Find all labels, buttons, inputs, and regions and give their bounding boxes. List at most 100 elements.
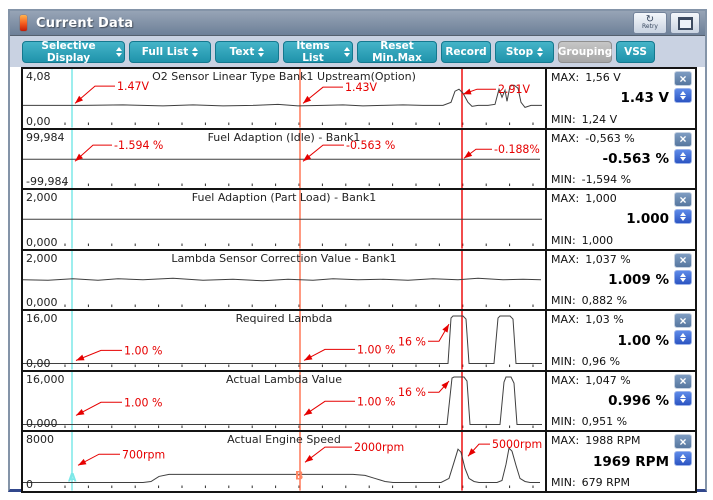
up-down-icon bbox=[680, 272, 686, 277]
up-down-icon bbox=[680, 212, 686, 217]
retry-button[interactable]: ↻ Retry bbox=[633, 12, 667, 34]
move-channel-button[interactable] bbox=[674, 330, 692, 346]
window-restore-button[interactable] bbox=[670, 12, 700, 34]
move-channel-button[interactable] bbox=[674, 269, 692, 285]
chart-row: 16,00 Required Lambda 0,00 1.00 % 1.00 % 1… bbox=[23, 311, 695, 372]
max-readout: MAX: 1,03 % bbox=[551, 313, 624, 327]
plot-area[interactable]: 2,000 Lambda Sensor Correction Value - B… bbox=[23, 250, 547, 310]
chart-row: 2,000 Fuel Adaption (Part Load) - Bank1 … bbox=[23, 190, 695, 251]
annotation-arrowhead bbox=[303, 95, 312, 104]
min-readout: MIN: 1,000 bbox=[551, 233, 614, 247]
value-panel: MAX: 1988 RPM 1969 RPM MIN: 679 RPM × bbox=[547, 432, 695, 492]
annotation-arrow bbox=[305, 448, 352, 463]
max-readout: MAX: -0,563 % bbox=[551, 131, 635, 145]
plot-canvas[interactable] bbox=[23, 251, 545, 310]
plot-canvas[interactable]: -1.594 % -0.563 % -0.188% bbox=[23, 130, 545, 189]
button-label: Selective Display bbox=[41, 39, 96, 64]
annotation-arrowhead bbox=[463, 88, 472, 95]
button-label: Text bbox=[229, 45, 255, 58]
up-down-icon bbox=[680, 151, 686, 156]
chart-row: 8000 Actual Engine Speed 0 700rpm 2000rpm… bbox=[23, 432, 695, 492]
annotation-arrowhead bbox=[303, 153, 312, 161]
retry-circular-arrow-icon: ↻ bbox=[645, 14, 655, 25]
record-button[interactable]: Record bbox=[441, 40, 491, 63]
close-channel-button[interactable]: × bbox=[674, 71, 692, 86]
close-channel-button[interactable]: × bbox=[674, 434, 692, 450]
min-readout: MIN: 0,96 % bbox=[551, 354, 621, 368]
max-readout: MAX: 1,000 bbox=[551, 192, 617, 206]
annotation-label: 1.47V bbox=[117, 80, 149, 93]
cursor-marker[interactable]: B bbox=[295, 470, 303, 483]
current-value: 0.996 % bbox=[608, 393, 669, 410]
plot-area[interactable]: 16,00 Required Lambda 0,00 1.00 % 1.00 % 1… bbox=[23, 311, 547, 370]
move-channel-button[interactable] bbox=[674, 88, 692, 103]
value-panel: MAX: 1,03 % 1.00 % MIN: 0,96 % × bbox=[547, 311, 695, 370]
annotation-arrow bbox=[76, 402, 122, 415]
plot-canvas[interactable]: 700rpm 2000rpm 5000rpm A B bbox=[23, 432, 545, 491]
items-list-button[interactable]: Items List bbox=[283, 39, 353, 64]
plot-canvas[interactable] bbox=[23, 190, 545, 249]
plot-canvas[interactable]: 1.00 % 1.00 %16 % bbox=[23, 311, 545, 370]
plot-area[interactable]: 99,984 Fuel Adaption (Idle) - Bank1 -99,… bbox=[23, 129, 547, 189]
current-value: 1969 RPM bbox=[593, 453, 669, 470]
spinner-icon bbox=[192, 46, 199, 57]
selective-display-button[interactable]: Selective Display bbox=[22, 39, 125, 64]
full-list-button[interactable]: Full List bbox=[129, 40, 211, 63]
move-channel-button[interactable] bbox=[674, 451, 692, 467]
close-channel-button[interactable]: × bbox=[674, 252, 692, 268]
move-channel-button[interactable] bbox=[674, 148, 692, 164]
close-icon: × bbox=[679, 253, 687, 268]
plot-canvas[interactable]: 1.00 % 1.00 %16 % bbox=[23, 372, 545, 431]
annotation-label: 1.43V bbox=[345, 81, 377, 94]
plot-area[interactable]: 4,08 O2 Sensor Linear Type Bank1 Upstrea… bbox=[23, 69, 547, 128]
move-channel-button[interactable] bbox=[674, 209, 692, 225]
stop-button[interactable]: Stop bbox=[495, 40, 554, 63]
vss-button[interactable]: VSS bbox=[616, 40, 655, 63]
plot-area[interactable]: 2,000 Fuel Adaption (Part Load) - Bank1 … bbox=[23, 190, 547, 249]
max-readout: MAX: 1,047 % bbox=[551, 373, 631, 387]
reset-minmax-button[interactable]: Reset Min.Max bbox=[357, 39, 437, 64]
grouping-button[interactable]: Grouping bbox=[557, 40, 613, 63]
close-channel-button[interactable]: × bbox=[674, 192, 692, 208]
up-down-icon bbox=[680, 454, 686, 459]
annotation-label: 16 % bbox=[398, 336, 426, 349]
annotation-label: 2.91V bbox=[498, 83, 530, 96]
current-data-window: Current Data ↻ Retry Selective Display F… bbox=[8, 9, 707, 493]
annotation-label: -1.594 % bbox=[114, 139, 163, 152]
button-label: Items List bbox=[296, 39, 330, 64]
text-mode-button[interactable]: Text bbox=[215, 40, 279, 63]
close-channel-button[interactable]: × bbox=[674, 313, 692, 329]
signal-trace bbox=[23, 316, 542, 363]
move-channel-button[interactable] bbox=[674, 390, 692, 406]
plot-area[interactable]: 8000 Actual Engine Speed 0 700rpm 2000rpm… bbox=[23, 432, 547, 492]
annotation-arrowhead bbox=[441, 380, 449, 389]
value-panel: MAX: 1,037 % 1.009 % MIN: 0,882 % × bbox=[547, 250, 695, 310]
button-label: Grouping bbox=[557, 45, 613, 58]
plot-canvas[interactable]: 1.47V 1.43V 2.91V bbox=[23, 69, 545, 128]
signal-trace bbox=[23, 85, 542, 107]
annotation-arrowhead bbox=[75, 95, 84, 104]
annotation-arrowhead bbox=[76, 354, 85, 361]
annotation-arrowhead bbox=[304, 354, 313, 361]
annotation-label: 1.00 % bbox=[124, 396, 162, 409]
button-label: Reset Min.Max bbox=[372, 39, 422, 64]
title-bar: Current Data ↻ Retry bbox=[10, 11, 705, 36]
spinner-icon bbox=[537, 46, 544, 57]
close-icon: × bbox=[679, 71, 687, 86]
max-readout: MAX: 1,037 % bbox=[551, 252, 631, 266]
restore-window-icon bbox=[677, 16, 693, 30]
cursor-marker[interactable]: A bbox=[68, 472, 77, 485]
annotation-label: -0.188% bbox=[494, 143, 540, 156]
up-down-icon bbox=[680, 333, 686, 338]
app-flame-icon bbox=[20, 15, 27, 31]
max-readout: MAX: 1,56 V bbox=[551, 71, 621, 84]
close-channel-button[interactable]: × bbox=[674, 373, 692, 389]
close-channel-button[interactable]: × bbox=[674, 131, 692, 147]
chart-table: 4,08 O2 Sensor Linear Type Bank1 Upstrea… bbox=[21, 67, 697, 493]
toolbar: Selective Display Full List Text Items L… bbox=[10, 36, 705, 67]
plot-area[interactable]: 16,000 Actual Lambda Value 0,000 1.00 % 1… bbox=[23, 371, 547, 431]
annotation-arrowhead bbox=[468, 448, 476, 457]
chart-row: 4,08 O2 Sensor Linear Type Bank1 Upstrea… bbox=[23, 69, 695, 130]
button-label: Stop bbox=[505, 45, 534, 58]
annotation-label: 1.00 % bbox=[357, 344, 395, 357]
